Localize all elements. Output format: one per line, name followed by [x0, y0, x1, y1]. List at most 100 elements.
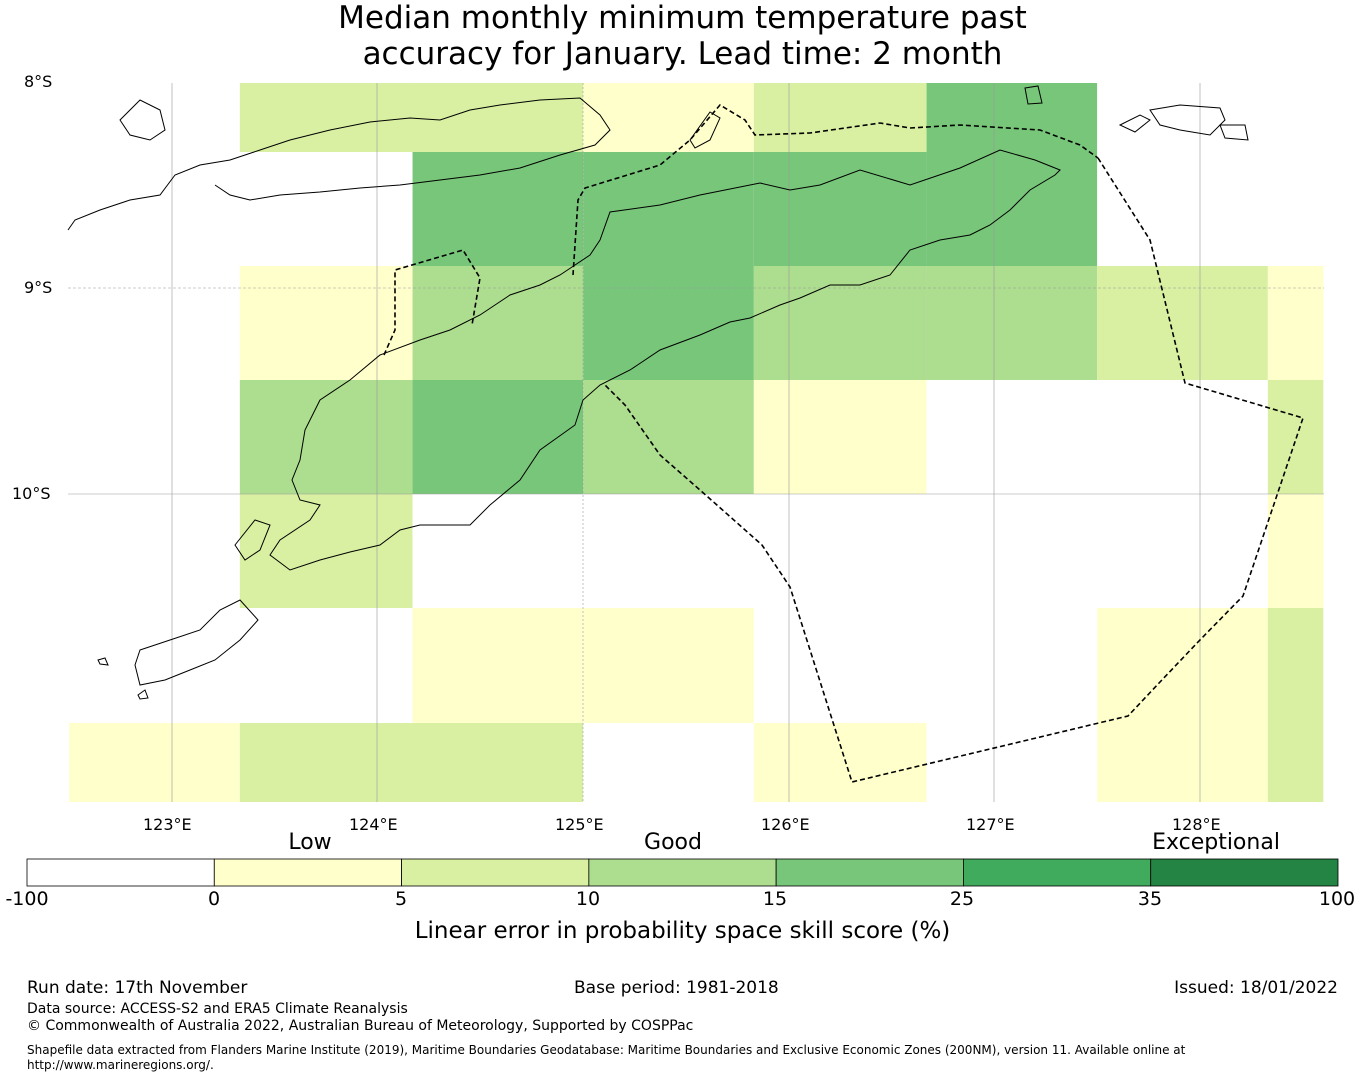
- grid-cell-r5-c3: [583, 608, 754, 723]
- wetar-east-islands: [1149, 104, 1226, 136]
- coastlines: [67, 85, 1249, 700]
- lon-label-128e: 128°E: [1172, 815, 1221, 834]
- ndao-islet: [97, 657, 109, 666]
- colorbar-tick-5: 5: [394, 888, 408, 910]
- grid-cell-r3-c6: [1097, 380, 1268, 494]
- shapefile-credit-line-2: http://www.marineregions.org/.: [27, 1058, 214, 1072]
- grid-cell-r0-c3: [583, 83, 754, 152]
- grid-cell-r4-c5: [926, 494, 1098, 608]
- lon-label-125e: 125°E: [555, 815, 604, 834]
- grid-cell-r5-c1: [239, 608, 413, 723]
- grid-cell-r6-c5: [926, 723, 1098, 802]
- grid-cell-r1-c6: [1097, 152, 1268, 266]
- grid-cell-r0-c0: [69, 83, 240, 152]
- grid-cell-r2-c7: [1267, 266, 1324, 380]
- lat-label-9s: 9°S: [24, 278, 53, 297]
- flores-alor-coast: [67, 97, 611, 231]
- grid-cell-r1-c3: [583, 152, 754, 266]
- colorbar-segment-6: [1150, 858, 1339, 887]
- skill-grid: [69, 83, 1324, 802]
- colorbar-segment-2: [401, 858, 590, 887]
- grid-cell-r2-c6: [1097, 266, 1268, 380]
- grid-cell-r5-c4: [753, 608, 927, 723]
- grid-cell-r3-c2: [412, 380, 584, 494]
- title-line-2: accuracy for January. Lead time: 2 month: [362, 36, 1003, 72]
- grid-cell-r0-c7: [1267, 83, 1324, 152]
- grid-cell-r5-c5: [926, 608, 1098, 723]
- grid-cell-r6-c1: [239, 723, 413, 802]
- grid-cell-r5-c2: [412, 608, 584, 723]
- colorbar-segment-4: [775, 858, 964, 887]
- shapefile-credit-line-1: Shapefile data extracted from Flanders M…: [27, 1043, 1186, 1057]
- grid-cell-r4-c1: [239, 494, 413, 608]
- atauro-island: [689, 111, 721, 149]
- roti-semau-coast: [134, 599, 259, 686]
- colorbar-tick-15: 15: [762, 888, 788, 910]
- grid-cell-r5-c7: [1267, 608, 1324, 723]
- grid-cell-r3-c5: [926, 380, 1098, 494]
- timor-island-coast: [269, 149, 1061, 571]
- grid-cell-r1-c4: [753, 152, 927, 266]
- colorbar-tick-10: 10: [575, 888, 601, 910]
- lat-label-10s: 10°S: [12, 484, 51, 503]
- copyright: © Commonwealth of Australia 2022, Austra…: [27, 1018, 694, 1034]
- grid-cell-r1-c0: [69, 152, 240, 266]
- lon-label-126e: 126°E: [761, 815, 810, 834]
- grid-cell-r2-c0: [69, 266, 240, 380]
- run-date: Run date: 17th November: [27, 978, 248, 998]
- grid-cell-r6-c0: [69, 723, 240, 802]
- graticule: [68, 83, 1324, 802]
- grid-cell-r5-c0: [69, 608, 240, 723]
- colorbar-tick-0: 0: [207, 888, 221, 910]
- grid-cell-r6-c3: [583, 723, 754, 802]
- colorbar-segment-5: [963, 858, 1152, 887]
- grid-cell-r6-c2: [412, 723, 584, 802]
- grid-cell-r0-c6: [1097, 83, 1268, 152]
- grid-cell-r6-c4: [753, 723, 927, 802]
- grid-cell-r3-c0: [69, 380, 240, 494]
- title-line-1: Median monthly minimum temperature past: [338, 0, 1027, 36]
- islet-ne-2: [1219, 124, 1249, 141]
- grid-cell-r3-c3: [583, 380, 754, 494]
- base-period: Base period: 1981-2018: [574, 978, 779, 998]
- islet-ne: [1118, 114, 1151, 133]
- grid-cell-r1-c1: [239, 152, 413, 266]
- grid-cell-r1-c2: [412, 152, 584, 266]
- grid-cell-r6-c7: [1267, 723, 1324, 802]
- grid-cell-r0-c4: [753, 83, 927, 152]
- lat-label-8s: 8°S: [24, 72, 53, 91]
- grid-cell-r6-c6: [1097, 723, 1268, 802]
- category-good: Good: [644, 830, 702, 855]
- grid-cell-r4-c4: [753, 494, 927, 608]
- grid-cell-r1-c5: [926, 152, 1098, 266]
- eez-boundary: [383, 103, 1305, 783]
- grid-cell-r3-c7: [1267, 380, 1324, 494]
- grid-cell-r0-c1: [239, 83, 413, 152]
- grid-cell-r0-c2: [412, 83, 584, 152]
- grid-cell-r4-c0: [69, 494, 240, 608]
- lon-label-127e: 127°E: [966, 815, 1015, 834]
- chart-title: Median monthly minimum temperature past …: [0, 0, 1365, 72]
- grid-cell-r1-c7: [1267, 152, 1324, 266]
- grid-cell-r5-c6: [1097, 608, 1268, 723]
- islet-sw: [137, 689, 149, 700]
- semau-islet: [234, 519, 271, 561]
- grid-cell-r2-c5: [926, 266, 1098, 380]
- colorbar-segment-0: [26, 858, 215, 887]
- lon-label-123e: 123°E: [143, 815, 192, 834]
- colorbar-tick-100: 100: [1318, 888, 1356, 910]
- colorbar-segment-1: [213, 858, 402, 887]
- data-source: Data source: ACCESS-S2 and ERA5 Climate …: [27, 1001, 408, 1017]
- grid-cell-r2-c3: [583, 266, 754, 380]
- colorbar-tick-35: 35: [1137, 888, 1163, 910]
- grid-cell-r2-c1: [239, 266, 413, 380]
- grid-cell-r4-c6: [1097, 494, 1268, 608]
- grid-cell-r4-c7: [1267, 494, 1324, 608]
- colorbar-label: Linear error in probability space skill …: [414, 918, 951, 944]
- category-low: Low: [288, 830, 332, 855]
- category-exceptional: Exceptional: [1152, 830, 1280, 855]
- grid-cell-r3-c1: [239, 380, 413, 494]
- grid-cell-r3-c4: [753, 380, 927, 494]
- grid-cell-r2-c2: [412, 266, 584, 380]
